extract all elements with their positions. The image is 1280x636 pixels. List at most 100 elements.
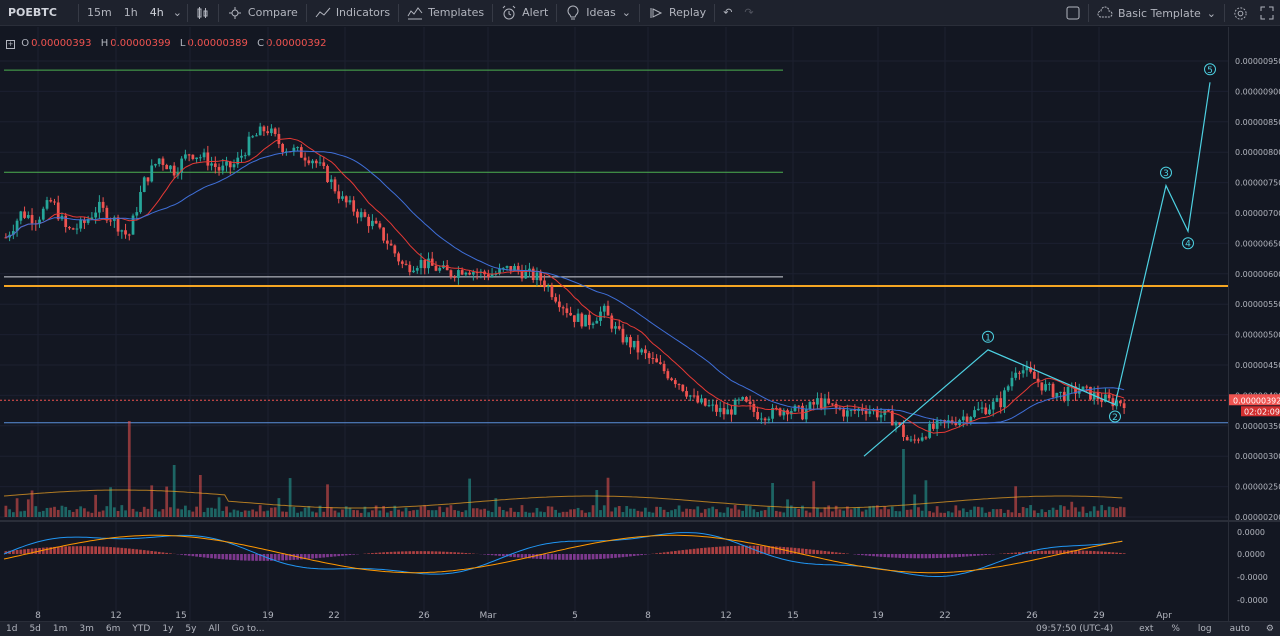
macd-histogram-bar [565,554,569,560]
expand-button[interactable] [1254,0,1280,26]
candle-body [722,408,726,415]
range-6m[interactable]: 6m [105,624,121,634]
chart-type-button[interactable] [190,0,216,26]
macd-histogram-bar [509,554,513,557]
axis-settings-button[interactable]: ⚙ [1260,624,1280,634]
macd-histogram-bar [632,554,636,556]
range-5y[interactable]: 5y [185,624,197,634]
alert-button[interactable]: Alert [495,0,554,26]
compare-button[interactable]: Compare [221,0,304,26]
replay-button[interactable]: Replay [642,0,712,26]
ideas-button[interactable]: Ideas ⌄ [559,0,637,26]
range-1d[interactable]: 1d [6,624,18,634]
candle-body [887,410,890,412]
volume-bar [19,511,23,517]
candle-body [105,207,109,221]
volume-bar [45,507,49,517]
volume-bar [299,511,303,517]
price-tick-label: 0.00000700 [1235,209,1280,218]
macd-histogram-bar [498,554,501,556]
fullscreen-toggle[interactable] [1060,0,1086,26]
volume-bar [1077,511,1081,517]
macd-tick-label: -0.0000 [1237,596,1268,605]
candle-body [965,416,969,422]
volume-bar [131,508,135,517]
undo-button[interactable]: ↶ [717,0,738,26]
candle-body [236,157,240,165]
templates-button[interactable]: Templates [401,0,490,26]
candle-body [550,285,554,298]
volume-bar [490,512,494,517]
interval-1h[interactable]: 1h [123,6,138,19]
volume-bar [958,510,961,517]
goto-button[interactable]: Go to... [231,624,265,634]
candle-body [393,245,397,254]
range-all[interactable]: All [208,624,220,634]
range-1y[interactable]: 1y [162,624,174,634]
candle-body [15,220,19,232]
macd-histogram-bar [898,554,902,558]
candle-body [408,264,412,273]
candle-body [920,437,924,441]
candle-body [498,268,501,274]
candle-body [457,270,460,278]
settings-button[interactable] [1227,0,1254,26]
legend-toggle-icon[interactable]: + [6,40,15,49]
volume-bar [258,505,262,517]
volume-bar [550,506,554,517]
volume-bar [363,506,367,517]
interval-4h[interactable]: 4h [149,6,164,19]
log-toggle[interactable]: log [1197,624,1212,634]
volume-bar [715,509,718,517]
macd-histogram-bar [688,549,692,554]
macd-histogram-bar [1085,550,1089,554]
ext-toggle[interactable]: ext [1139,624,1154,634]
range-1m[interactable]: 1m [52,624,68,634]
candle-body [1006,386,1010,391]
macd-line [3,532,1123,577]
ma-slow-line [5,150,1125,424]
candle-body [539,272,543,281]
candle-body [378,223,382,228]
interval-15m[interactable]: 15m [87,6,112,19]
candle-body [150,165,154,182]
indicators-button[interactable]: Indicators [309,0,396,26]
redo-button[interactable]: ↷ [738,0,759,26]
range-ytd[interactable]: YTD [132,624,151,634]
macd-histogram-bar [797,548,801,554]
volume-bar [1062,506,1066,517]
macd-histogram-bar [322,554,326,558]
auto-toggle[interactable]: auto [1229,624,1250,634]
volume-bar [198,475,202,517]
volume-bar [105,506,109,517]
interval-dropdown[interactable]: ⌄ [170,0,185,26]
macd-histogram-bar [374,552,378,554]
volume-bar [535,507,539,517]
candle-body [486,274,490,278]
candle-body [101,201,105,208]
time-axis-label: 19 [262,611,274,621]
percent-toggle[interactable]: % [1171,624,1180,634]
volume-bar [277,498,281,517]
volume-bar [206,507,210,517]
macd-histogram-bar [135,549,139,554]
macd-histogram-bar [644,554,647,555]
volume-bar [460,511,464,517]
symbol-search[interactable]: POEBTC [8,6,57,19]
volume-bar [763,510,767,517]
volume-bar [692,509,696,517]
range-3m[interactable]: 3m [79,624,94,634]
template-selector[interactable]: Basic Template ⌄ [1091,0,1222,26]
macd-histogram-bar [726,546,730,554]
volume-bar [614,507,617,517]
range-5d[interactable]: 5d [29,624,41,634]
macd-histogram-bar [879,554,883,557]
time-axis-label: 26 [1026,611,1038,621]
candle-body [935,420,939,429]
macd-histogram-bar [299,554,303,560]
macd-histogram-bar [408,551,412,554]
volume-bar [1036,512,1040,517]
volume-bar [625,506,629,517]
price-axis[interactable]: 0.00000950 0.00000900 0.00000850 0.00000800… [1228,27,1280,621]
